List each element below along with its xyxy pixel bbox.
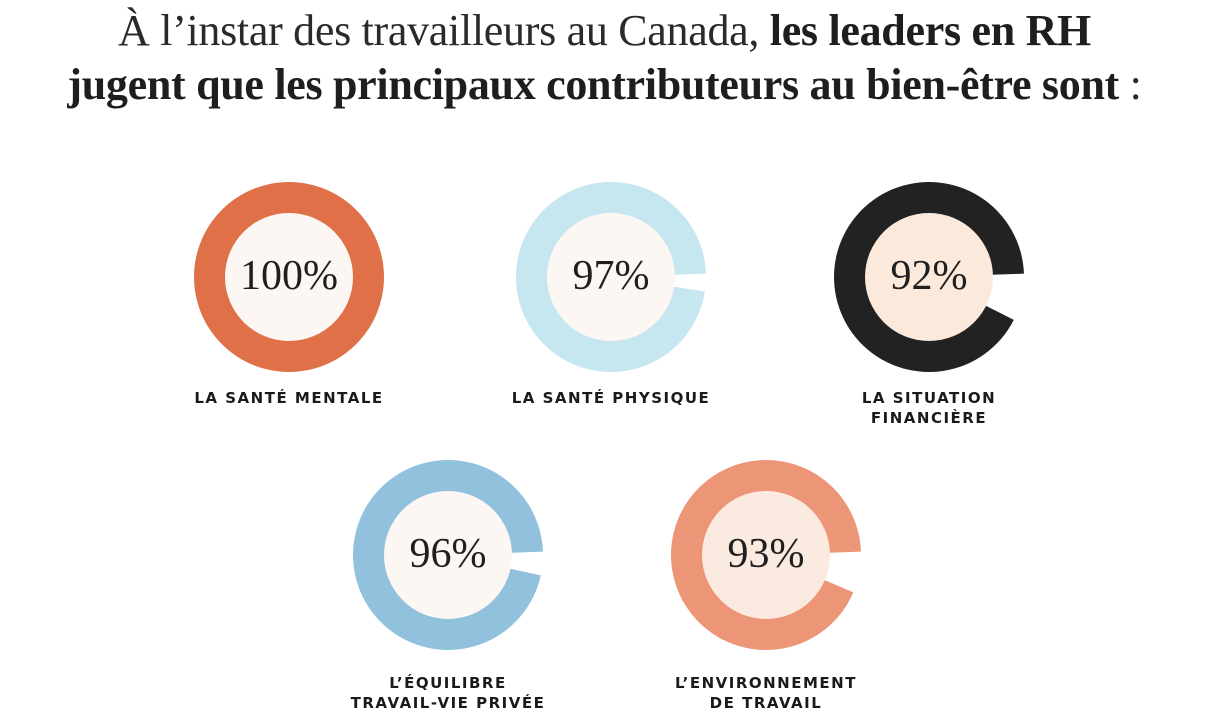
title-line-1-light: À l’instar des travailleurs au Canada, — [118, 6, 770, 55]
donut-svg-2: 97% — [516, 182, 706, 372]
donut-inner-circle — [225, 213, 353, 341]
donut-category-label: LA SANTÉ MENTALE — [149, 388, 429, 408]
label-line: DE TRAVAIL — [709, 694, 823, 712]
donut-chart-mental-health: 100% — [194, 182, 384, 372]
label-line: L’ENVIRONNEMENT — [675, 674, 857, 692]
donut-category-label: L’ENVIRONNEMENT DE TRAVAIL — [626, 673, 906, 713]
donut-category-label: L’ÉQUILIBRE TRAVAIL-VIE PRIVÉE — [308, 673, 588, 713]
title-line-2-bold: jugent que les principaux contributeurs … — [67, 60, 1119, 109]
donut-category-label: LA SANTÉ PHYSIQUE — [471, 388, 751, 408]
title-line-1: À l’instar des travailleurs au Canada, l… — [0, 4, 1209, 58]
donut-inner-circle — [865, 213, 993, 341]
donut-chart-work-environment: 93% — [671, 460, 861, 650]
title-line-2: jugent que les principaux contributeurs … — [0, 58, 1209, 112]
donut-value-label: 97% — [573, 253, 650, 299]
donut-inner-circle — [384, 491, 512, 619]
label-line: LA SANTÉ PHYSIQUE — [511, 389, 711, 407]
label-line: L’ÉQUILIBRE — [389, 674, 507, 692]
label-line: LA SITUATION — [861, 389, 997, 407]
donut-chart-financial-situation: 92% — [834, 182, 1024, 372]
donut-svg-1: 100% — [194, 182, 384, 372]
donut-svg-4: 96% — [353, 460, 543, 650]
label-line: TRAVAIL-VIE PRIVÉE — [350, 694, 546, 712]
donut-value-label: 92% — [891, 253, 968, 299]
label-line: LA SANTÉ MENTALE — [194, 389, 384, 407]
donut-value-label: 96% — [410, 531, 487, 577]
label-line: FINANCIÈRE — [870, 409, 988, 427]
donut-svg-5: 93% — [671, 460, 861, 650]
title-line-1-bold: les leaders en RH — [769, 6, 1091, 55]
donut-inner-circle — [702, 491, 830, 619]
donut-value-label: 100% — [240, 253, 338, 299]
chart-title: À l’instar des travailleurs au Canada, l… — [0, 4, 1209, 112]
title-line-2-light: : — [1118, 60, 1142, 109]
donut-inner-circle — [547, 213, 675, 341]
donut-chart-physical-health: 97% — [516, 182, 706, 372]
donut-svg-3: 92% — [834, 182, 1024, 372]
donut-category-label: LA SITUATION FINANCIÈRE — [789, 388, 1069, 428]
donut-value-label: 93% — [728, 531, 805, 577]
donut-chart-work-life-balance: 96% — [353, 460, 543, 650]
